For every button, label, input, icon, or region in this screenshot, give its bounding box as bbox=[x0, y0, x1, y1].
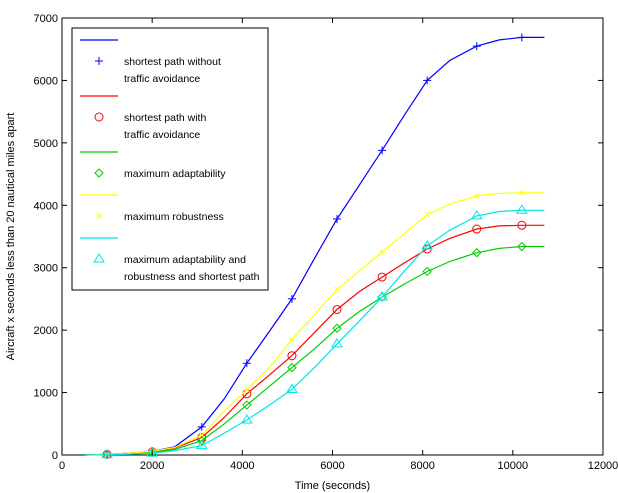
data-point bbox=[376, 291, 388, 301]
data-point bbox=[146, 447, 159, 457]
data-point bbox=[243, 386, 250, 393]
x-tick-label: 12000 bbox=[588, 460, 618, 472]
legend-label: maximum adaptability bbox=[124, 168, 226, 180]
data-point bbox=[332, 323, 342, 333]
x-tick-label: 6000 bbox=[320, 460, 344, 472]
y-tick-label: 2000 bbox=[34, 325, 58, 337]
data-point bbox=[96, 213, 102, 219]
data-point bbox=[240, 414, 253, 424]
data-point bbox=[94, 112, 104, 122]
data-point bbox=[93, 253, 105, 263]
y-tick-label: 3000 bbox=[34, 263, 58, 275]
data-point bbox=[515, 204, 528, 214]
data-point bbox=[289, 336, 295, 343]
data-point bbox=[377, 272, 387, 282]
x-tick-label: 8000 bbox=[410, 460, 434, 472]
data-point bbox=[197, 435, 207, 446]
y-tick-label: 5000 bbox=[34, 138, 58, 150]
series-line bbox=[84, 192, 545, 456]
data-point bbox=[287, 362, 297, 373]
y-tick-label: 0 bbox=[52, 450, 58, 462]
series-line bbox=[84, 209, 545, 456]
data-point bbox=[94, 168, 104, 178]
data-point bbox=[517, 241, 527, 252]
y-tick-label: 7000 bbox=[34, 13, 58, 25]
data-point bbox=[470, 209, 483, 220]
legend-box bbox=[71, 27, 269, 291]
data-point bbox=[517, 33, 526, 42]
y-tick-label: 1000 bbox=[34, 388, 58, 400]
legend-entry-4: maximum robustness bbox=[80, 194, 224, 223]
data-point bbox=[287, 351, 297, 361]
data-point bbox=[242, 359, 251, 368]
data-point bbox=[195, 439, 208, 450]
x-tick-label: 10000 bbox=[498, 460, 529, 472]
data-point bbox=[473, 193, 480, 199]
x-tick-label: 0 bbox=[59, 460, 65, 472]
legend-entry-5: maximum adaptability and robustness and s… bbox=[80, 237, 260, 283]
data-point bbox=[287, 294, 296, 303]
y-tick-label: 6000 bbox=[34, 75, 58, 87]
y-tick-label: 4000 bbox=[34, 200, 58, 212]
legend-entry-1: shortest path without traffic avoidance bbox=[80, 39, 221, 85]
data-point bbox=[95, 57, 103, 65]
x-tick-label: 2000 bbox=[140, 460, 164, 472]
data-point bbox=[197, 422, 206, 431]
data-point bbox=[472, 224, 482, 234]
data-point bbox=[518, 189, 525, 196]
series-4 bbox=[84, 189, 545, 458]
series-5 bbox=[84, 204, 545, 459]
data-point bbox=[517, 220, 527, 230]
data-point bbox=[101, 448, 113, 459]
plot-area: 0 2000 4000 6000 8000 10000 12000 0 1000 2000 3000… bbox=[34, 13, 618, 472]
data-point bbox=[422, 266, 432, 277]
legend-label: maximum adaptability and bbox=[124, 254, 246, 266]
y-axis-label: Aircraft x seconds less than 20 nautical… bbox=[5, 113, 17, 361]
data-point bbox=[378, 146, 387, 155]
data-point bbox=[334, 286, 340, 293]
legend-label: robustness and shortest path bbox=[124, 271, 260, 283]
data-point bbox=[332, 305, 342, 315]
legend-label: traffic avoidance bbox=[124, 73, 200, 85]
data-point bbox=[379, 249, 385, 255]
legend-entry-2: shortest path with traffic avoidance bbox=[80, 95, 206, 141]
data-point bbox=[472, 248, 482, 258]
data-point bbox=[333, 215, 342, 224]
series-layer bbox=[84, 33, 545, 460]
data-point bbox=[472, 42, 481, 51]
data-point bbox=[421, 239, 434, 250]
series-line bbox=[84, 245, 545, 456]
data-point bbox=[286, 383, 298, 393]
legend-label: maximum robustness bbox=[124, 211, 224, 223]
x-axis-label: Time (seconds) bbox=[295, 480, 370, 492]
data-point bbox=[198, 432, 205, 438]
data-point bbox=[424, 211, 431, 218]
data-point bbox=[331, 337, 343, 348]
x-tick-label: 4000 bbox=[230, 460, 254, 472]
legend-label: shortest path without bbox=[124, 56, 221, 68]
legend-label: traffic avoidance bbox=[124, 129, 200, 141]
axes-layer: 0 2000 4000 6000 8000 10000 12000 0 1000 2000 3000… bbox=[34, 13, 618, 472]
legend-label: shortest path with bbox=[124, 112, 206, 124]
data-point bbox=[423, 76, 432, 85]
data-point bbox=[242, 400, 252, 410]
legend-entry-3: maximum adaptability bbox=[80, 151, 226, 180]
